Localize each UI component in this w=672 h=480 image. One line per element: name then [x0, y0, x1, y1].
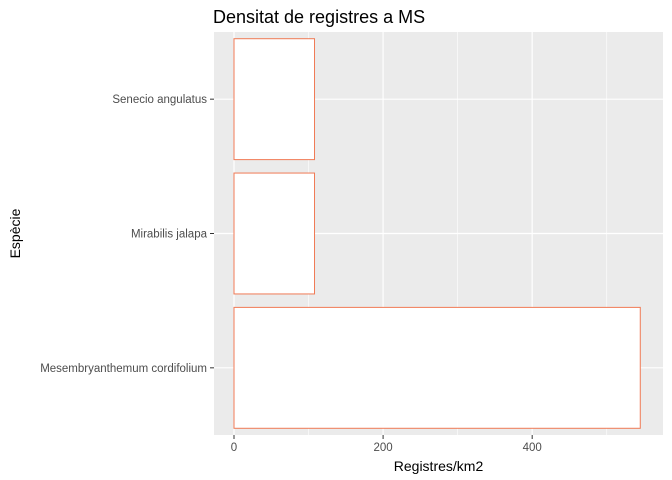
y-tick-label: Senecio angulatus	[112, 94, 207, 106]
x-axis-title: Registres/km2	[394, 458, 484, 474]
x-tick-label: 0	[231, 442, 237, 454]
y-axis: Mesembryanthemum cordifolium Mirabilis ja…	[40, 94, 214, 375]
y-tick-label: Mesembryanthemum cordifolium	[40, 363, 207, 375]
bar-senecio-angulatus	[233, 38, 316, 161]
x-axis: 0 200 400	[231, 435, 542, 454]
chart-title: Densitat de registres a MS	[213, 7, 425, 27]
bar-mesembryanthemum-cordifolium	[233, 306, 641, 429]
bars	[233, 38, 641, 429]
y-tick-label: Mirabilis jalapa	[131, 229, 208, 241]
x-tick-label: 200	[373, 442, 392, 454]
y-axis-title: Espècie	[7, 208, 23, 258]
x-tick-label: 400	[523, 442, 542, 454]
bar-mirabilis-jalapa	[233, 172, 316, 295]
